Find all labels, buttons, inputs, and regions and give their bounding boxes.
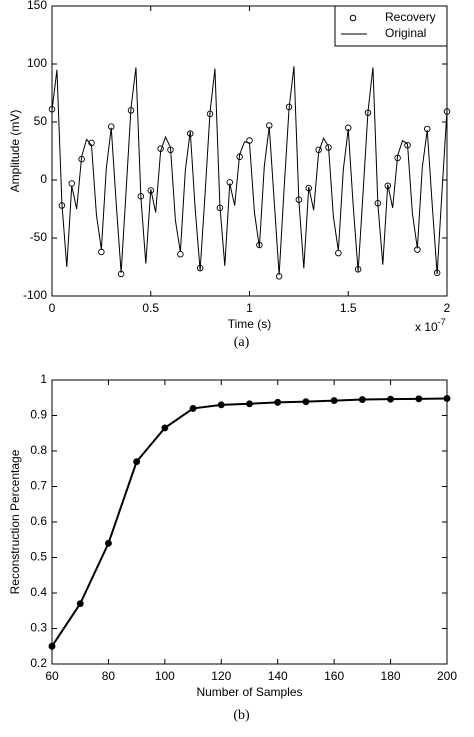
data-point xyxy=(274,398,282,406)
data-point xyxy=(246,400,253,408)
x-multiplier-base: x 10 xyxy=(415,320,438,334)
data-point xyxy=(387,395,395,403)
y-tick-label: -100 xyxy=(23,288,47,302)
y-tick-label: 50 xyxy=(34,114,48,128)
data-point xyxy=(189,404,197,412)
x-tick-label: 0.5 xyxy=(142,301,159,315)
data-point xyxy=(133,458,141,466)
data-point xyxy=(217,401,225,409)
x-tick-label: 100 xyxy=(155,669,175,683)
plot-frame xyxy=(51,5,448,297)
legend-label: Recovery xyxy=(385,10,436,24)
plot-frame xyxy=(51,379,448,665)
x-tick-label: 60 xyxy=(45,669,59,683)
y-tick-label: 0.2 xyxy=(30,656,47,670)
legend-symbol xyxy=(349,14,357,22)
legend-box xyxy=(334,5,448,47)
x-multiplier-exponent: -7 xyxy=(438,317,446,327)
x-tick-label: 160 xyxy=(324,669,344,683)
recovery-point xyxy=(177,250,184,258)
x-axis-label: Time (s) xyxy=(228,317,272,331)
y-tick-label: 0.8 xyxy=(30,443,47,457)
recovery-point xyxy=(68,180,75,187)
x-axis-label: Number of Samples xyxy=(196,685,302,699)
caption: (a) xyxy=(234,335,250,350)
data-point xyxy=(104,539,112,547)
y-tick-label: 0.9 xyxy=(30,408,47,422)
x-tick-label: 200 xyxy=(437,669,457,683)
y-tick-label: 0.6 xyxy=(30,514,47,528)
data-point xyxy=(415,395,423,403)
data-point xyxy=(443,395,451,402)
x-tick-label: 180 xyxy=(381,669,401,683)
data-point xyxy=(358,396,366,403)
data-point xyxy=(48,642,56,650)
recovery-point xyxy=(98,248,105,256)
y-tick-label: 0.3 xyxy=(30,621,47,635)
x-tick-label: 80 xyxy=(102,669,116,683)
y-tick-label: 0.5 xyxy=(30,550,47,564)
legend-label: Original xyxy=(385,26,426,40)
y-tick-label: 1 xyxy=(40,372,47,386)
data-point xyxy=(76,600,84,608)
y-axis-label: Amplitude (mV) xyxy=(8,110,22,193)
series-line xyxy=(51,397,448,647)
x-tick-label: 120 xyxy=(211,669,231,683)
recovery-point xyxy=(335,249,342,257)
y-axis-label: Reconstruction Percentage xyxy=(8,449,22,594)
data-point xyxy=(161,424,169,432)
caption: (b) xyxy=(233,708,250,723)
x-tick-label: 0 xyxy=(49,301,56,315)
y-tick-label: 150 xyxy=(27,0,47,12)
data-point xyxy=(330,397,338,405)
x-tick-label: 140 xyxy=(268,669,288,683)
series-line xyxy=(51,66,448,276)
x-tick-label: 2 xyxy=(444,301,451,315)
x-tick-label: 1 xyxy=(246,301,253,315)
y-tick-label: -50 xyxy=(30,230,48,244)
y-tick-label: 100 xyxy=(27,56,47,70)
x-multiplier: x 10-7 xyxy=(415,317,446,334)
x-tick-label: 1.5 xyxy=(340,301,357,315)
y-tick-label: 0.7 xyxy=(30,479,47,493)
data-point xyxy=(302,398,310,406)
y-tick-label: 0.4 xyxy=(30,585,47,599)
y-tick-label: 0 xyxy=(40,172,47,186)
